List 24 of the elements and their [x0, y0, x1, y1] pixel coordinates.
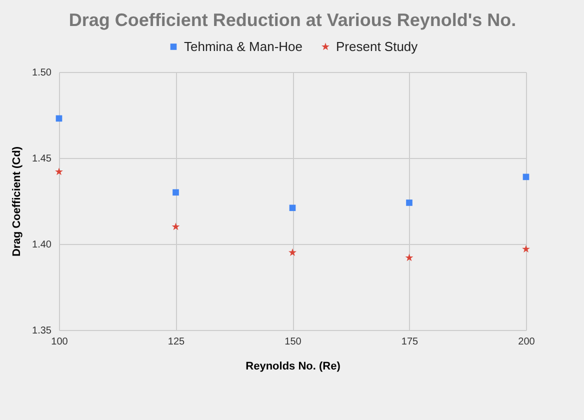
y-tick-label: 1.45 — [32, 154, 52, 164]
point — [405, 254, 414, 262]
x-tick-label: 175 — [401, 336, 419, 348]
y-tick-label: 1.40 — [32, 240, 52, 250]
point — [288, 248, 296, 256]
y-axis-title: Drag Coefficient (Cd) — [11, 146, 24, 256]
point — [56, 115, 62, 122]
legend-label: Present Study — [336, 38, 418, 54]
x-tick-label: 100 — [51, 336, 68, 348]
point — [172, 189, 179, 196]
chart-title: Drag Coefficient Reduction at Various Reynold's No. — [68, 10, 516, 30]
point — [55, 168, 63, 176]
y-tick-label: 1.35 — [32, 326, 52, 336]
point — [406, 200, 412, 206]
x-tick-label: 150 — [284, 336, 302, 348]
x-axis-title: Reynolds No. (Re) — [246, 360, 341, 372]
x-tick-label: 125 — [168, 336, 186, 348]
point — [289, 204, 296, 212]
legend-label: Tehmina & Man-Hoe — [184, 38, 302, 54]
y-tick-label: 1.50 — [32, 68, 52, 78]
point — [172, 222, 180, 230]
x-tick-label: 200 — [518, 336, 536, 348]
point — [522, 174, 530, 180]
point — [522, 244, 530, 253]
